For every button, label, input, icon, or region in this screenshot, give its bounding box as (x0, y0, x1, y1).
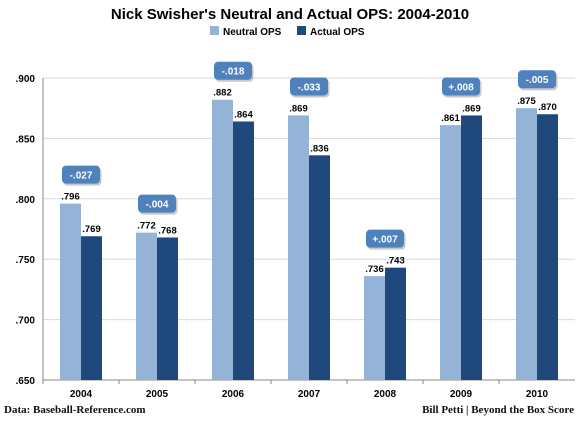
bar-actual (385, 267, 406, 380)
data-label: .736 (365, 264, 384, 275)
x-tick-label: 2005 (146, 389, 169, 400)
data-label: .743 (386, 256, 405, 267)
data-label: .869 (462, 103, 481, 114)
bar-neutral (60, 203, 81, 380)
data-label: .870 (538, 102, 557, 113)
difference-callout (62, 165, 100, 184)
bar-actual (81, 236, 102, 380)
difference-label: -.004 (146, 200, 169, 211)
bar-neutral (288, 115, 309, 380)
data-label: .882 (213, 88, 232, 99)
data-label: .875 (517, 96, 536, 107)
bar-actual (309, 155, 330, 380)
data-label: .769 (82, 224, 101, 235)
legend-label-neutral: Neutral OPS (223, 27, 282, 38)
y-tick-label: .700 (16, 316, 36, 327)
difference-callout (442, 77, 480, 96)
difference-callout (518, 70, 556, 89)
bar-neutral (516, 108, 537, 380)
difference-label: -.033 (298, 82, 321, 93)
chart-title: Nick Swisher's Neutral and Actual OPS: 2… (111, 6, 469, 23)
x-tick-label: 2009 (450, 389, 473, 400)
y-tick-label: .900 (16, 74, 36, 85)
plot-area: .650 .700 .750 .800 .850 .900 2004 .796 .769 -.02… (16, 61, 575, 400)
difference-label: -.027 (70, 171, 93, 182)
y-tick-label: .650 (16, 376, 36, 387)
x-tick-label: 2004 (70, 389, 93, 400)
x-tick-label: 2006 (222, 389, 245, 400)
bar-neutral (440, 125, 461, 380)
difference-callout (290, 77, 328, 96)
legend-swatch-neutral (210, 26, 219, 35)
source-note: Data: Baseball-Reference.com (4, 404, 146, 416)
difference-label: +.008 (448, 82, 474, 93)
legend-label-actual: Actual OPS (310, 27, 365, 38)
x-tick-label: 2008 (374, 389, 397, 400)
x-tick-label: 2010 (526, 389, 549, 400)
difference-label: +.007 (372, 235, 398, 246)
bar-actual (233, 121, 254, 380)
y-tick-label: .850 (16, 134, 36, 145)
bar-neutral (136, 232, 157, 380)
data-label: .861 (441, 113, 460, 124)
difference-label: -.018 (222, 67, 245, 78)
bar-neutral (212, 99, 233, 380)
data-label: .772 (137, 221, 156, 232)
legend: Neutral OPS Actual OPS (210, 26, 365, 38)
difference-callout (138, 194, 176, 213)
x-tick-label: 2007 (298, 389, 321, 400)
data-label: .796 (61, 192, 80, 203)
data-label: .864 (234, 109, 253, 120)
bar-neutral (364, 276, 385, 380)
data-label: .836 (310, 143, 329, 154)
legend-swatch-actual (297, 26, 306, 35)
difference-callout (366, 229, 404, 248)
data-label: .869 (289, 103, 308, 114)
credit-note: Bill Petti | Beyond the Box Score (422, 404, 574, 416)
bar-actual (537, 114, 558, 381)
bar-actual (461, 115, 482, 380)
y-tick-label: .750 (16, 255, 36, 266)
difference-callout (214, 61, 252, 80)
bar-actual (157, 237, 178, 380)
data-label: .768 (158, 225, 177, 236)
y-tick-label: .800 (16, 195, 36, 206)
difference-label: -.005 (526, 75, 549, 86)
